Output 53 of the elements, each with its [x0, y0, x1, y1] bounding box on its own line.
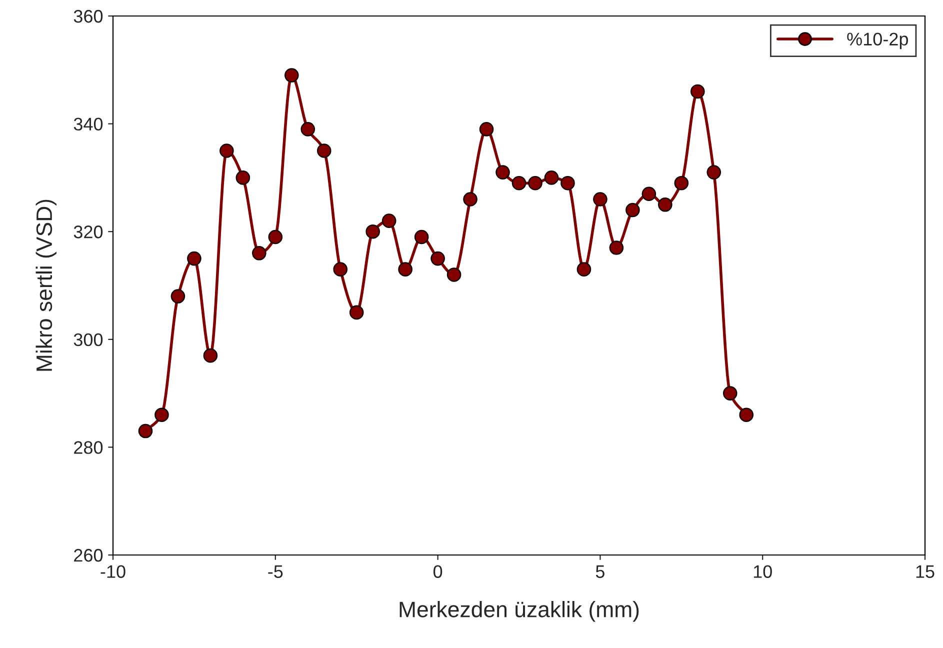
- point: [642, 186, 656, 202]
- y-tick-label: 360: [74, 10, 103, 23]
- y-axis-title: Mikro sertli (VSD): [36, 200, 56, 371]
- point: [658, 198, 672, 212]
- y-tick-label: 260: [74, 548, 103, 562]
- point: [220, 144, 234, 158]
- point: [528, 176, 542, 190]
- point: [463, 192, 478, 206]
- point: [236, 170, 250, 185]
- point: [414, 230, 429, 244]
- y-tick-label: 340: [74, 118, 103, 131]
- point: [739, 408, 754, 422]
- point: [674, 176, 689, 190]
- legend-label: %10-2p: [847, 32, 908, 50]
- point: [138, 424, 153, 438]
- point: [268, 230, 283, 244]
- point: [626, 202, 640, 218]
- point: [284, 68, 299, 82]
- point: [690, 84, 705, 99]
- point: [430, 251, 445, 266]
- point: [382, 214, 396, 228]
- point: [170, 289, 186, 304]
- point: [398, 262, 412, 276]
- point: [576, 262, 592, 276]
- point: [722, 386, 738, 400]
- x-tick-label: -10: [100, 565, 126, 578]
- point: [187, 251, 202, 266]
- x-axis-title: Merkezden üzaklik (mm): [400, 601, 639, 622]
- point: [349, 305, 364, 320]
- point: [316, 144, 332, 158]
- point: [512, 176, 526, 190]
- point: [706, 165, 722, 180]
- point: [593, 192, 608, 206]
- x-tick-label: 15: [916, 565, 934, 578]
- point: [609, 240, 624, 255]
- point: [252, 246, 266, 260]
- point: [544, 170, 559, 185]
- point: [366, 224, 380, 239]
- point: [446, 268, 462, 282]
- point: [560, 176, 575, 190]
- x-tick-label: -5: [268, 565, 283, 578]
- point: [203, 348, 218, 363]
- point: [333, 262, 348, 276]
- y-tick-label: 320: [74, 226, 103, 238]
- point: [496, 165, 510, 180]
- y-tick-label: 300: [74, 333, 103, 346]
- y-tick-label: 280: [74, 441, 103, 454]
- point: [479, 122, 494, 136]
- x-tick-label: 10: [754, 565, 772, 578]
- x-tick-label: 0: [433, 565, 442, 578]
- x-tick-label: 5: [596, 565, 604, 578]
- point: [300, 122, 316, 136]
- point: [154, 408, 169, 422]
